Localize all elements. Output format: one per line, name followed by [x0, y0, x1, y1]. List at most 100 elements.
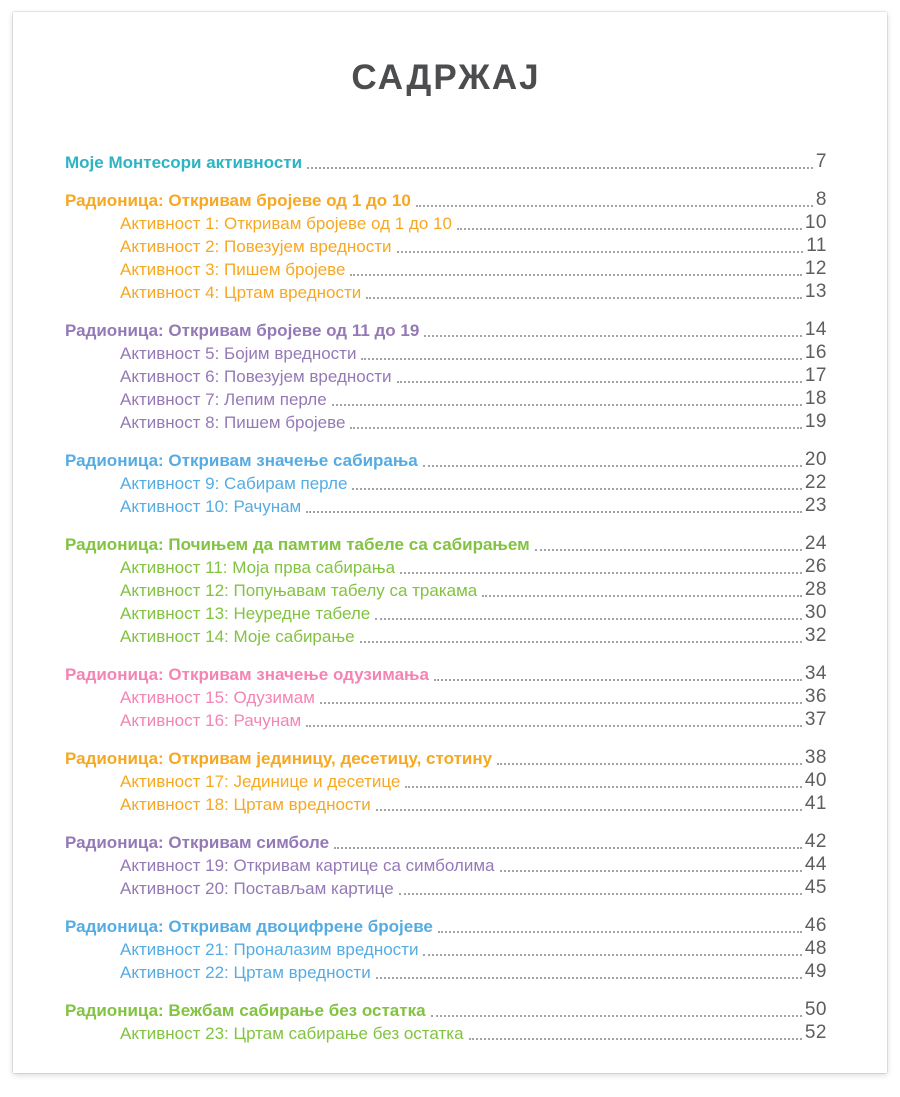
toc-row: Радионица: Вежбам сабирање без остатка 5…: [65, 998, 827, 1021]
toc-label: Активност 10: Рачунам: [120, 497, 302, 516]
dot-leader: [352, 488, 802, 490]
toc-label: Активност 19: Откривам картице са симбол…: [120, 856, 495, 875]
toc-section-title: Вежбам сабирање без остатка: [168, 1001, 426, 1020]
toc-row: Активност 9: Сабирам перле 22: [65, 471, 827, 494]
dot-leader: [468, 1038, 802, 1040]
page-number: 18: [804, 388, 827, 409]
toc-section-prefix: Радионица:: [65, 1001, 169, 1020]
page-number: 28: [804, 579, 827, 600]
page-number: 40: [804, 770, 827, 791]
toc-row: Активност 22: Цртам вредности 49: [65, 960, 827, 983]
toc-row: Активност 8: Пишем бројеве 19: [65, 410, 827, 433]
dot-leader: [306, 511, 802, 513]
toc-row: Радионица: Откривам значење сабирања 20: [65, 448, 827, 471]
page-number: 8: [815, 189, 827, 210]
page-number: 20: [804, 449, 827, 470]
toc-section-title: Откривам јединицу, десетицу, стотину: [168, 749, 493, 768]
toc-row: Радионица: Откривам значење одузимања 34: [65, 662, 827, 685]
dot-leader: [430, 1015, 802, 1017]
toc-section-prefix: Радионица:: [65, 833, 169, 852]
dot-leader: [306, 725, 802, 727]
page-number: 52: [804, 1022, 827, 1043]
page-number: 30: [804, 602, 827, 623]
page-number: 50: [804, 999, 827, 1020]
dot-leader: [350, 427, 802, 429]
dot-leader: [482, 595, 802, 597]
toc-section-title: Откривам бројеве од 11 до 19: [168, 321, 420, 340]
toc-row: Активност 21: Проналазим вредности 48: [65, 937, 827, 960]
toc-section-prefix: Радионица:: [65, 191, 169, 210]
dot-leader: [375, 809, 802, 811]
toc-row: Активност 1: Откривам бројеве од 1 до 10…: [65, 211, 827, 234]
toc-label: Активност 1: Откривам бројеве од 1 до 10: [120, 214, 452, 233]
toc-section-prefix: Радионица:: [65, 749, 169, 768]
toc-row: Активност 5: Бојим вредности 16: [65, 341, 827, 364]
toc-label: Активност 13: Неуредне табеле: [120, 604, 371, 623]
toc-section: Радионица: Откривам двоцифрене бројеве 4…: [65, 914, 827, 983]
page-number: 10: [804, 212, 827, 233]
toc-row: Активност 3: Пишем бројеве 12: [65, 257, 827, 280]
toc-section-prefix: Радионица:: [65, 535, 169, 554]
toc-label: Активност 16: Рачунам: [120, 711, 302, 730]
page-number: 42: [804, 831, 827, 852]
page-number: 41: [804, 793, 827, 814]
toc-row: Активност 15: Одузимам 36: [65, 685, 827, 708]
document-page: САДРЖАЈ Моје Монтесори активности 7 Ради…: [13, 12, 887, 1073]
dot-leader: [396, 251, 804, 253]
toc-label: Активност 21: Проналазим вредности: [120, 940, 419, 959]
page-number: 19: [804, 411, 827, 432]
dot-leader: [534, 549, 802, 551]
toc-label: Радионица: Откривам значење сабирања: [65, 451, 418, 471]
dot-leader: [437, 931, 802, 933]
toc-section-prefix: Радионица:: [65, 321, 169, 340]
dot-leader: [433, 679, 802, 681]
dot-leader: [422, 465, 802, 467]
page-number: 12: [804, 258, 827, 279]
toc-label: Активност 4: Цртам вредности: [120, 283, 362, 302]
dot-leader: [497, 763, 802, 765]
toc-row: Радионица: Откривам бројеве од 11 до 19 …: [65, 318, 827, 341]
toc-section: Радионица: Откривам јединицу, десетицу, …: [65, 746, 827, 815]
toc-label: Активност 7: Лепим перле: [120, 390, 327, 409]
page-number: 45: [804, 877, 827, 898]
toc-section-title: Откривам значење сабирања: [168, 451, 418, 470]
toc-label: Активност 23: Цртам сабирање без остатка: [120, 1024, 464, 1043]
page-number: 37: [804, 709, 827, 730]
toc-label: Радионица: Откривам јединицу, десетицу, …: [65, 749, 492, 769]
toc-label: Активност 9: Сабирам перле: [120, 474, 348, 493]
toc-section: Радионица: Вежбам сабирање без остатка 5…: [65, 998, 827, 1044]
toc-section-prefix: Радионица:: [65, 917, 169, 936]
dot-leader: [398, 893, 802, 895]
dot-leader: [319, 702, 802, 704]
toc-label: Активност 12: Попуњавам табелу са тракам…: [120, 581, 478, 600]
page-number: 48: [804, 938, 827, 959]
page-number: 32: [804, 625, 827, 646]
dot-leader: [331, 404, 802, 406]
page-number: 34: [804, 663, 827, 684]
toc-row: Радионица: Откривам бројеве од 1 до 10 8: [65, 188, 827, 211]
dot-leader: [400, 572, 802, 574]
toc-row: Активност 12: Попуњавам табелу са тракам…: [65, 578, 827, 601]
page-title: САДРЖАЈ: [351, 58, 541, 97]
toc-row: Активност 19: Откривам картице са симбол…: [65, 853, 827, 876]
toc-row: Радионица: Откривам двоцифрене бројеве 4…: [65, 914, 827, 937]
dot-leader: [359, 641, 802, 643]
page-number: 36: [804, 686, 827, 707]
dot-leader: [415, 205, 813, 207]
toc-label: Активност 3: Пишем бројеве: [120, 260, 346, 279]
dot-leader: [375, 618, 802, 620]
page-number: 16: [804, 342, 827, 363]
page-number: 13: [804, 281, 827, 302]
toc-section-title: Откривам симболе: [168, 833, 330, 852]
toc-section: Радионица: Откривам бројеве од 1 до 10 8…: [65, 188, 827, 303]
page-number: 22: [804, 472, 827, 493]
dot-leader: [396, 381, 802, 383]
toc-label: Активност 5: Бојим вредности: [120, 344, 357, 363]
dot-leader: [361, 358, 802, 360]
toc-row: Активност 7: Лепим перле 18: [65, 387, 827, 410]
page-number: 24: [804, 533, 827, 554]
toc-row: Активност 20: Постављам картице 45: [65, 876, 827, 899]
toc-row: Активност 17: Јединице и десетице 40: [65, 769, 827, 792]
page-number: 46: [804, 915, 827, 936]
page-number: 14: [804, 319, 827, 340]
